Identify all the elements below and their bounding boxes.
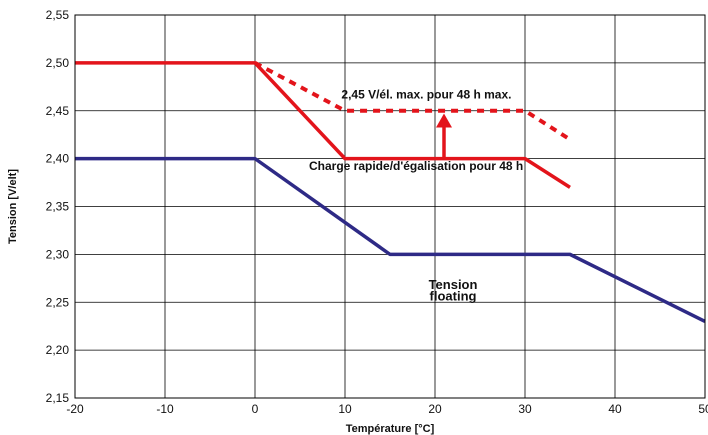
annotation-text: Charge rapide/d'égalisation pour 48 h	[309, 159, 523, 173]
x-tick-label: -10	[156, 402, 174, 416]
plot-frame	[74, 14, 706, 399]
x-tick-label: -20	[66, 402, 84, 416]
arrow-head	[436, 113, 452, 128]
y-tick-label: 2,30	[46, 247, 70, 261]
x-axis-ticks: -20 -10 0 10 20 30 40 50	[66, 402, 708, 416]
x-tick-label: 20	[428, 402, 442, 416]
y-tick-label: 2,50	[46, 56, 70, 70]
y-tick-label: 2,25	[46, 295, 70, 309]
grid	[75, 15, 705, 398]
x-tick-label: 30	[518, 402, 532, 416]
annotation-text: 2,45 V/él. max. pour 48 h max.	[341, 87, 511, 101]
annotation-layer: 2,45 V/él. max. pour 48 h max. Charge rap…	[309, 87, 523, 303]
y-axis-ticks: 2,15 2,20 2,25 2,30 2,35 2,40 2,45 2,50 2,55	[46, 8, 70, 405]
annotation-text: floating	[430, 288, 477, 303]
y-tick-label: 2,35	[46, 200, 70, 214]
y-axis-title: Tension [V/elt]	[7, 169, 19, 244]
y-tick-label: 2,45	[46, 104, 70, 118]
x-axis-title: Température [°C]	[346, 423, 435, 435]
x-tick-label: 0	[252, 402, 259, 416]
x-tick-label: 40	[608, 402, 622, 416]
series-layer	[75, 61, 706, 323]
y-tick-label: 2,20	[46, 343, 70, 357]
series-line	[75, 61, 571, 189]
x-tick-label: 10	[338, 402, 352, 416]
x-tick-label: 50	[698, 402, 708, 416]
y-tick-label: 2,15	[46, 391, 70, 405]
annotation-text: Tension	[429, 277, 478, 292]
y-tick-label: 2,55	[46, 8, 70, 22]
series-line	[75, 156, 706, 323]
y-tick-label: 2,40	[46, 152, 70, 166]
